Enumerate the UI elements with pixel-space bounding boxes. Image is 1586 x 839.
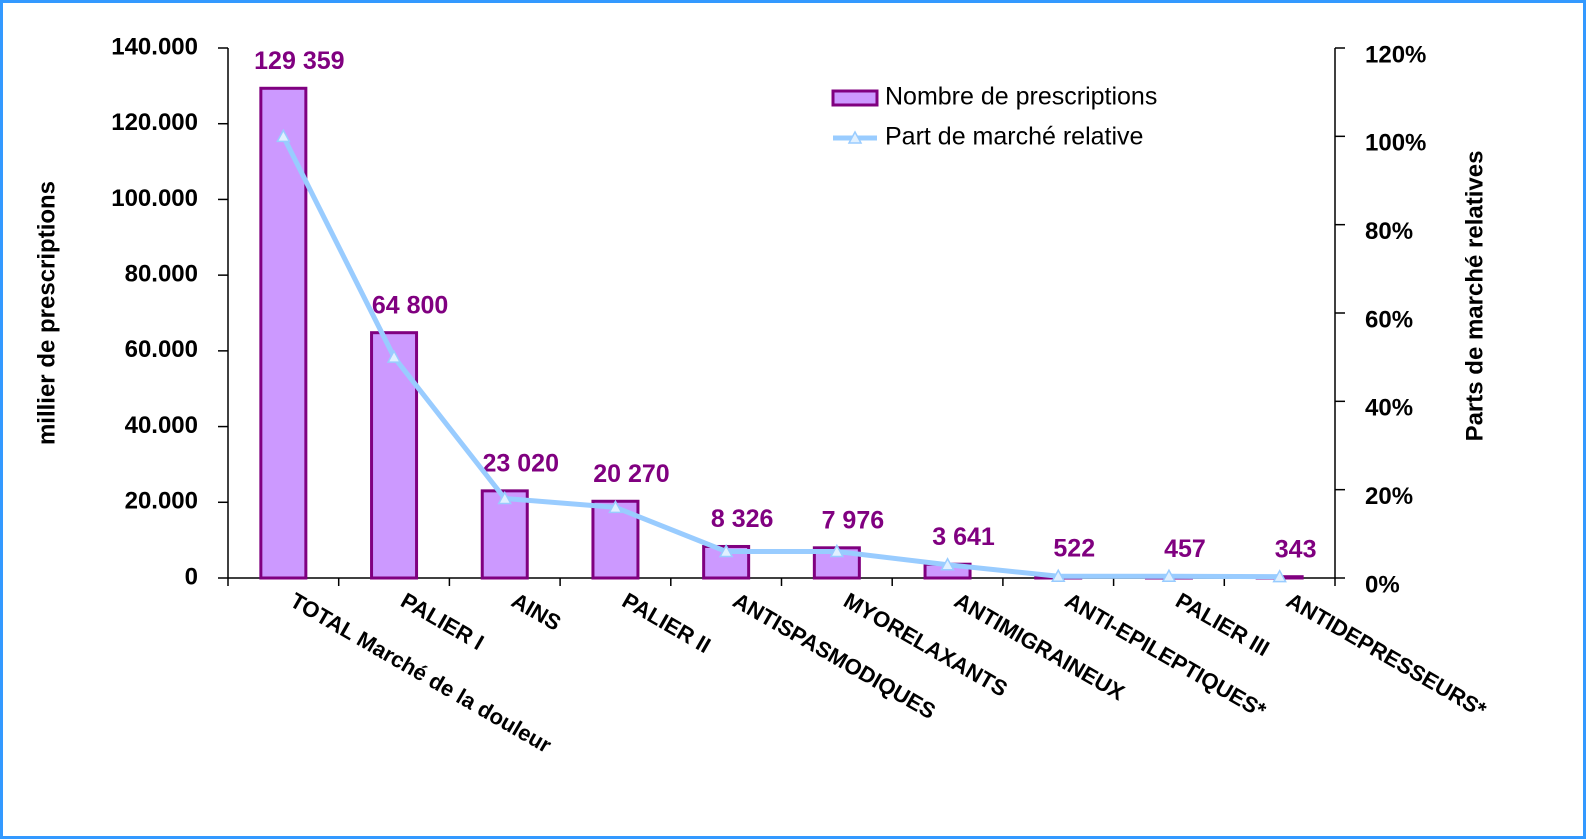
legend-marker <box>847 130 863 144</box>
data-label: 3 641 <box>932 523 995 551</box>
bar <box>259 86 308 580</box>
y2-tick-label: 0% <box>1365 571 1400 598</box>
data-label: 457 <box>1164 535 1206 563</box>
y-tick-label: 60.000 <box>125 336 198 363</box>
marker <box>497 490 513 505</box>
data-label: 23 020 <box>483 449 559 477</box>
marker <box>276 128 291 143</box>
legend-label: Part de marché relative <box>885 123 1143 151</box>
data-label: 343 <box>1275 535 1317 563</box>
y-tick-label: 80.000 <box>125 260 198 287</box>
marker <box>1050 568 1066 582</box>
y2-tick-label: 120% <box>1365 41 1426 68</box>
line <box>281 135 1280 580</box>
y-tick-label: 120.000 <box>111 109 198 136</box>
marker <box>1272 569 1287 583</box>
y2-tick-label: 60% <box>1365 306 1413 333</box>
y2-axis-label: Parts de marché relatives <box>1461 151 1488 442</box>
bar <box>370 331 419 580</box>
bar <box>480 489 529 580</box>
data-label: 20 270 <box>593 460 669 488</box>
y2-tick-label: 80% <box>1365 218 1413 245</box>
marker <box>1161 568 1177 582</box>
marker <box>940 557 955 571</box>
marker <box>829 543 845 558</box>
marker <box>386 349 402 363</box>
data-label: 129 359 <box>254 47 344 75</box>
y2-tick-label: 40% <box>1365 395 1413 422</box>
data-label: 8 326 <box>711 505 774 533</box>
y2-tick-label: 20% <box>1365 483 1413 510</box>
marker <box>718 543 734 558</box>
y-tick-label: 0 <box>185 563 198 590</box>
y-tick-label: 20.000 <box>125 488 198 515</box>
data-label: 7 976 <box>822 506 885 534</box>
y-tick-label: 40.000 <box>125 412 198 439</box>
y-axis-label: millier de prescriptions <box>33 181 60 445</box>
legend-swatch <box>831 89 879 107</box>
legend-label: Nombre de prescriptions <box>885 83 1157 111</box>
marker <box>608 499 623 514</box>
data-label: 64 800 <box>372 291 448 319</box>
data-label: 522 <box>1053 535 1095 563</box>
y-tick-label: 140.000 <box>111 33 198 60</box>
y-tick-label: 100.000 <box>111 185 198 212</box>
y2-tick-label: 100% <box>1365 130 1426 157</box>
